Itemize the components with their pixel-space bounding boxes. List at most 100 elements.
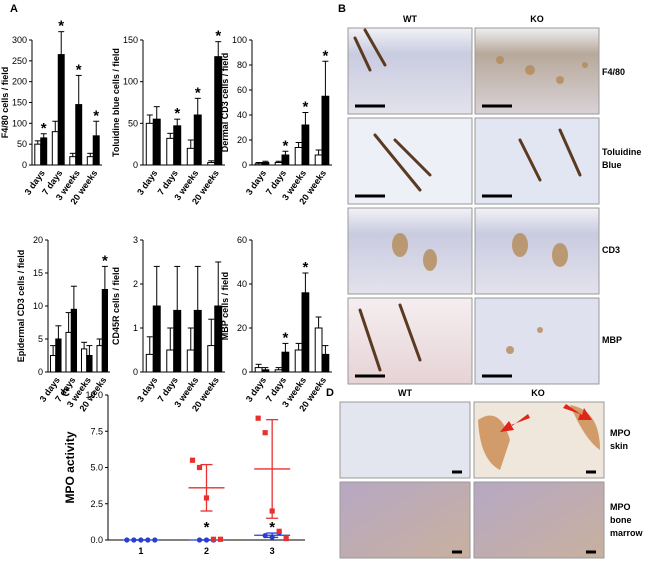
y-tick-label: 0 xyxy=(133,160,138,170)
data-point xyxy=(217,536,224,542)
bar xyxy=(75,104,83,166)
significance-mark: * xyxy=(322,47,328,64)
bar xyxy=(281,351,290,373)
significance-mark: * xyxy=(269,519,275,536)
y-tick-label: 20 xyxy=(237,135,247,145)
x-tick-label: 3 days xyxy=(135,375,159,404)
bar xyxy=(214,56,223,166)
bar xyxy=(173,309,182,373)
y-tick-label: 5.0 xyxy=(90,463,103,473)
significance-mark: * xyxy=(195,84,201,101)
bar xyxy=(152,305,161,373)
significance-mark: * xyxy=(302,259,308,276)
significance-mark: * xyxy=(174,105,180,122)
bar xyxy=(96,345,103,373)
significance-mark: * xyxy=(215,28,221,45)
y-tick-label: 15 xyxy=(33,268,43,278)
bar xyxy=(254,163,263,166)
bar xyxy=(193,114,202,166)
bar xyxy=(166,137,175,166)
bar xyxy=(274,162,283,166)
y-tick-label: 0 xyxy=(133,367,138,377)
y-tick-label: 60 xyxy=(237,235,247,245)
panel-letter: C xyxy=(62,387,70,399)
y-tick-label: 40 xyxy=(237,110,247,120)
y-tick-label: 20 xyxy=(237,323,247,333)
row-label: Blue xyxy=(602,160,622,170)
arrows xyxy=(500,404,592,432)
significance-mark: * xyxy=(282,329,288,346)
y-tick-label: 200 xyxy=(12,77,27,87)
x-tick-label: 2 xyxy=(204,546,209,556)
data-point xyxy=(255,415,261,421)
y-tick-label: 0 xyxy=(242,367,247,377)
bar xyxy=(80,348,88,373)
bar xyxy=(321,353,330,373)
y-axis-label: Toluidine blue cells / field xyxy=(111,48,121,157)
bar xyxy=(207,162,216,166)
y-axis-label: Epidermal CD3 cells / field xyxy=(16,250,26,363)
bar xyxy=(214,305,223,373)
bar xyxy=(207,345,216,373)
y-tick-label: 0 xyxy=(38,367,43,377)
scale-bars xyxy=(452,470,596,554)
data-point xyxy=(276,528,282,534)
y-axis-label: F4/80 cells / field xyxy=(0,67,10,139)
bar xyxy=(294,147,303,166)
bar xyxy=(261,162,270,166)
row-label: skin xyxy=(610,441,628,451)
bar xyxy=(65,331,72,373)
panel-letter: D xyxy=(326,387,334,399)
bar xyxy=(69,156,77,166)
bar xyxy=(173,125,182,166)
bar xyxy=(145,353,154,373)
significance-mark: * xyxy=(58,18,64,35)
panel-letter: A xyxy=(10,3,18,15)
y-tick-label: 0 xyxy=(22,160,27,170)
bar xyxy=(55,338,62,373)
column-label: WT xyxy=(403,14,417,24)
x-tick-label: 1 xyxy=(138,546,143,556)
column-label: KO xyxy=(531,388,545,398)
y-tick-label: 20 xyxy=(33,235,43,245)
bar xyxy=(86,156,94,166)
image xyxy=(347,27,473,115)
row-label: bone xyxy=(610,515,632,525)
bar xyxy=(166,349,175,373)
bar xyxy=(281,154,290,166)
image xyxy=(347,207,473,295)
y-tick-label: 1 xyxy=(133,323,138,333)
y-tick-label: 0 xyxy=(242,160,247,170)
y-tick-label: 300 xyxy=(12,35,27,45)
bar xyxy=(186,349,195,373)
bar xyxy=(294,349,303,373)
bar xyxy=(314,154,323,166)
row-label: Toluidine xyxy=(602,147,641,157)
y-tick-label: 100 xyxy=(123,77,138,87)
bar xyxy=(49,355,57,373)
significance-mark: * xyxy=(204,519,210,536)
bar xyxy=(57,54,65,166)
significance-mark: * xyxy=(282,137,288,154)
y-tick-label: 3 xyxy=(133,235,138,245)
row-label: MBP xyxy=(602,335,622,345)
y-axis-label: MPO activity xyxy=(63,431,77,503)
y-axis-label: CD45R cells / field xyxy=(111,267,121,345)
bar xyxy=(314,327,323,373)
bar xyxy=(152,118,161,166)
data-point xyxy=(196,464,203,471)
image xyxy=(473,481,605,559)
bar xyxy=(70,308,78,373)
data-point xyxy=(210,536,217,542)
data-point xyxy=(283,535,289,542)
column-label: WT xyxy=(398,388,412,398)
data-point xyxy=(189,457,196,463)
bar xyxy=(86,355,93,373)
scale-bars xyxy=(355,104,512,378)
row-label: F4/80 xyxy=(602,67,625,77)
row-label: MPO xyxy=(610,502,631,512)
y-tick-label: 2.5 xyxy=(90,499,103,509)
row-label: CD3 xyxy=(602,245,620,255)
y-tick-label: 50 xyxy=(17,139,27,149)
